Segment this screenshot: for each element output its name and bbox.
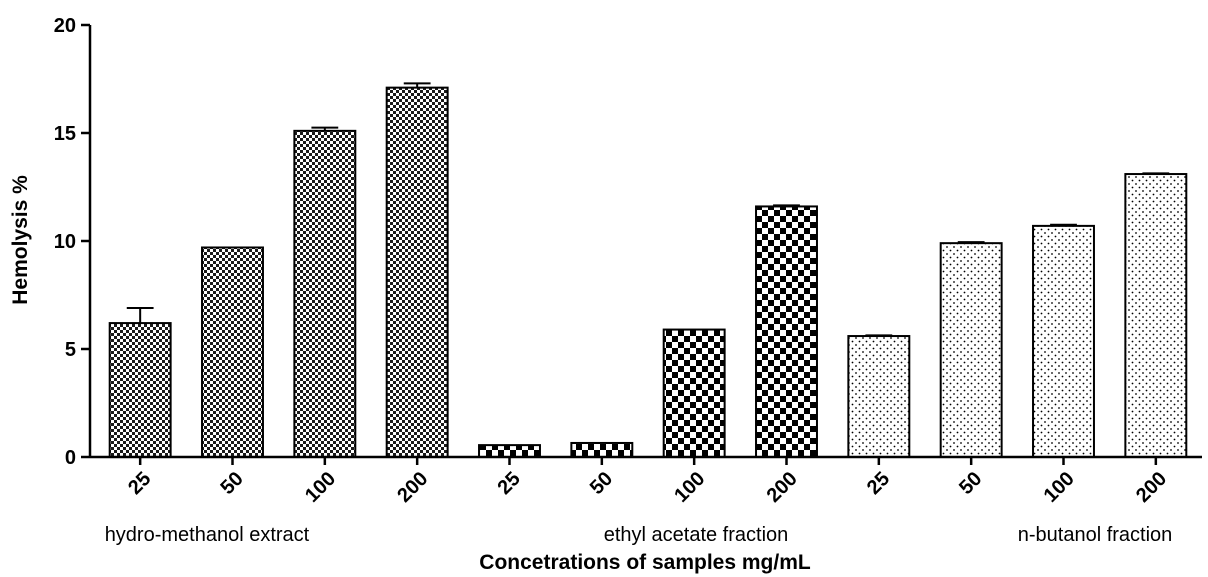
bar-group3-100	[1032, 224, 1095, 458]
y-tick-label: 5	[65, 339, 76, 361]
bar-group1-200	[385, 86, 449, 458]
bar-group2-100	[662, 328, 726, 458]
x-tick-label: 100	[1040, 468, 1079, 507]
bar-group2-50	[570, 441, 634, 458]
x-tick-label: 50	[955, 468, 986, 499]
y-axis-title: Hemolysis %	[9, 175, 32, 305]
x-tick-label: 200	[393, 468, 432, 507]
bars-layer	[108, 86, 1188, 459]
y-tick-label: 0	[65, 447, 76, 469]
group-label: ethyl acetate fraction	[604, 524, 789, 546]
bar-group2-200	[755, 205, 818, 458]
x-tick-label: 200	[763, 468, 802, 507]
bar-group3-200	[1124, 173, 1188, 458]
x-tick-label: 25	[493, 468, 524, 499]
x-tick-label: 200	[1132, 468, 1171, 507]
group-label: n-butanol fraction	[1018, 524, 1173, 546]
y-tick-label: 10	[54, 231, 76, 253]
error-bars-layer	[126, 82, 1170, 337]
bar-group2-25	[478, 444, 541, 458]
bar-group1-50	[201, 246, 264, 458]
x-tick-label: 25	[863, 468, 894, 499]
x-axis-title: Concetrations of samples mg/mL	[479, 551, 811, 574]
group-label: hydro-methanol extract	[105, 524, 310, 546]
x-axis-ticks: 25 50 100 200 25 50 100 200 25 50 100 200	[124, 457, 1171, 507]
bar-group3-25	[847, 335, 911, 459]
x-tick-label: 100	[301, 468, 340, 507]
x-tick-label: 50	[586, 468, 617, 499]
bar-group3-50	[939, 242, 1003, 458]
bar-group1-25	[108, 322, 172, 458]
y-axis-ticks: 0 5 10 15 20	[54, 15, 90, 469]
x-tick-label: 100	[670, 468, 709, 507]
y-tick-label: 15	[54, 123, 76, 145]
group-labels: hydro-methanol extract ethyl acetate frac…	[105, 524, 1173, 546]
bar-group1-100	[293, 129, 357, 458]
x-tick-label: 25	[124, 468, 155, 499]
y-tick-label: 20	[54, 15, 76, 37]
x-tick-label: 50	[216, 468, 247, 499]
